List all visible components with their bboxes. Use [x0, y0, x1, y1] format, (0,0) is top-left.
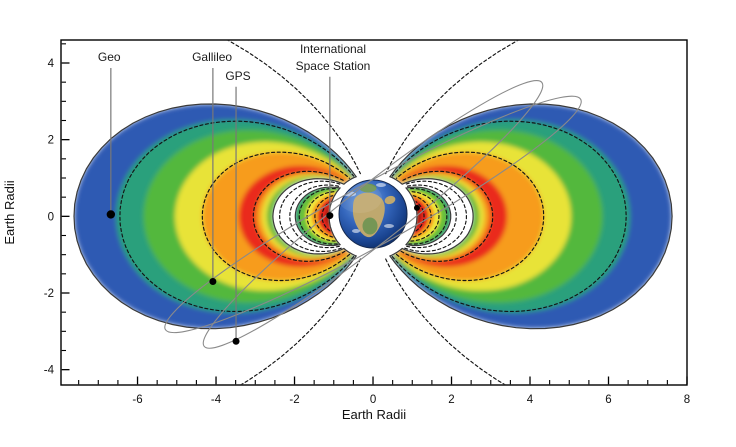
label-gps: GPS	[225, 69, 250, 83]
x-tick-label: 6	[605, 394, 611, 406]
label-iss-line2: Space Station	[296, 59, 371, 73]
field-line-dashed	[406, 184, 457, 249]
earth-cloud	[384, 224, 394, 228]
magnetic-field-lines	[119, 40, 627, 385]
field-line-dashed	[289, 184, 340, 249]
field-line-dashed	[201, 151, 351, 282]
field-line-dashed	[298, 188, 338, 245]
field-line-dashed	[279, 180, 342, 252]
field-line-dashed	[404, 180, 467, 252]
field-line-dashed	[395, 151, 545, 282]
galileo-orbit	[164, 95, 582, 334]
gps-orbit	[202, 80, 544, 349]
x-tick-label: 8	[684, 394, 690, 406]
orbit-ellipses	[164, 80, 582, 349]
earth-globe	[338, 179, 408, 249]
satellite-dot-iss	[326, 212, 334, 220]
annotations	[106, 67, 420, 345]
x-tick-label: 4	[527, 394, 534, 406]
x-tick-label: -4	[211, 394, 222, 406]
field-line-dashed	[400, 170, 494, 262]
label-iss-line1: International	[300, 42, 366, 56]
y-tick-label: -4	[44, 365, 55, 377]
field-line-dashed	[408, 188, 448, 245]
field-line-dashed	[415, 201, 425, 232]
field-line-dashed	[410, 191, 440, 242]
x-tick-label: 2	[448, 394, 454, 406]
x-axis-label: Earth Radii	[342, 407, 406, 422]
inner-belt-outline	[294, 186, 342, 247]
field-line-dashed	[314, 195, 334, 238]
y-axis-label: Earth Radii	[2, 180, 17, 244]
label-galileo: Gallileo	[192, 50, 232, 64]
x-tick-label: -2	[289, 394, 299, 406]
outer-belt-outline	[73, 103, 358, 330]
earth-land-africa-south	[362, 217, 378, 235]
earth-highlight	[339, 183, 383, 214]
satellite-dot-gps	[232, 337, 240, 345]
earth-cloud	[376, 183, 386, 187]
field-line-dashed	[391, 120, 627, 312]
satellite-dot-geo	[106, 210, 116, 219]
x-tick-label: 0	[370, 394, 376, 406]
outer-belt-right	[389, 104, 673, 329]
satellite-dot-iss-right	[413, 204, 420, 211]
axes: -6 -4 -2 0 2 4 6 8 4 2 0 -2 -4	[44, 39, 690, 406]
y-tick-label: 0	[48, 211, 54, 223]
x-tick-label: -6	[132, 394, 142, 406]
earth-land-arabia	[384, 195, 396, 205]
outer-belt-left	[74, 104, 357, 329]
field-line-dashed	[252, 170, 346, 262]
inner-belt-left	[295, 187, 340, 246]
y-tick-label: 4	[48, 58, 55, 70]
inner-belt-outline	[405, 186, 452, 247]
satellite-dot-galileo	[209, 278, 217, 285]
y-tick-label: 2	[48, 135, 54, 147]
outer-belt-outline	[388, 103, 673, 330]
field-line-dashed	[119, 120, 355, 312]
earth-cloud	[352, 229, 360, 233]
labels-layer: Geo Gallileo GPS International Space Station…	[2, 42, 406, 422]
label-geo: Geo	[98, 50, 121, 64]
y-tick-label: -2	[44, 288, 54, 300]
plot-border	[60, 39, 688, 386]
